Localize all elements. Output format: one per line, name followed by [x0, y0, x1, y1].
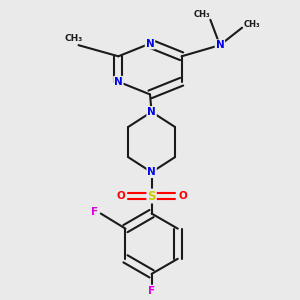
Text: CH₃: CH₃	[193, 10, 210, 19]
Text: O: O	[116, 191, 125, 201]
Text: O: O	[178, 191, 187, 201]
Text: CH₃: CH₃	[244, 20, 261, 29]
Text: N: N	[146, 39, 154, 49]
Text: N: N	[215, 40, 224, 50]
Text: S: S	[147, 190, 156, 202]
Text: CH₃: CH₃	[64, 34, 83, 43]
Text: N: N	[147, 107, 156, 117]
Text: N: N	[114, 77, 123, 87]
Text: F: F	[148, 286, 155, 296]
Text: N: N	[147, 167, 156, 177]
Text: F: F	[92, 207, 99, 217]
